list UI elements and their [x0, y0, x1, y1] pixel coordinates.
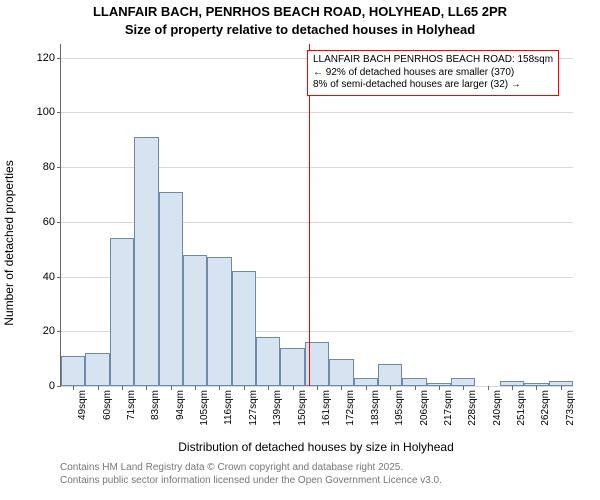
histogram-bar: [378, 364, 402, 386]
plot-area: 02040608010012049sqm60sqm71sqm83sqm94sqm…: [60, 44, 573, 387]
xtick-label: 262sqm: [540, 390, 551, 426]
histogram-bar: [183, 255, 207, 386]
title-line-1: LLANFAIR BACH, PENRHOS BEACH ROAD, HOLYH…: [0, 4, 600, 19]
histogram-bar: [329, 359, 353, 386]
histogram-bar: [159, 192, 183, 386]
xtick-mark: [219, 386, 220, 390]
xtick-label: 172sqm: [345, 390, 356, 426]
histogram-bar: [451, 378, 475, 386]
xtick-label: 49sqm: [77, 390, 88, 420]
xtick-label: 183sqm: [370, 390, 381, 426]
histogram-bar: [256, 337, 280, 386]
ytick-mark: [57, 331, 61, 332]
xtick-mark: [439, 386, 440, 390]
histogram-bar: [354, 378, 378, 386]
xtick-label: 206sqm: [419, 390, 430, 426]
xtick-label: 273sqm: [565, 390, 576, 426]
annotation-line-2: ← 92% of detached houses are smaller (37…: [313, 67, 553, 80]
xtick-mark: [268, 386, 269, 390]
xtick-mark: [146, 386, 147, 390]
histogram-bar: [232, 271, 256, 386]
ytick-mark: [57, 222, 61, 223]
xtick-mark: [195, 386, 196, 390]
annotation-line-1: LLANFAIR BACH PENRHOS BEACH ROAD: 158sqm: [313, 54, 553, 67]
x-axis-label: Distribution of detached houses by size …: [60, 440, 572, 454]
histogram-bar: [402, 378, 426, 386]
ytick-label: 0: [49, 380, 55, 392]
xtick-mark: [390, 386, 391, 390]
xtick-mark: [98, 386, 99, 390]
xtick-mark: [122, 386, 123, 390]
xtick-mark: [415, 386, 416, 390]
y-axis-label: Number of detached properties: [2, 78, 16, 243]
xtick-mark: [317, 386, 318, 390]
histogram-bar: [110, 238, 134, 386]
xtick-mark: [293, 386, 294, 390]
xtick-label: 71sqm: [126, 390, 137, 420]
xtick-label: 60sqm: [102, 390, 113, 420]
annotation-line-3: 8% of semi-detached houses are larger (3…: [313, 79, 553, 92]
ytick-mark: [57, 386, 61, 387]
ytick-mark: [57, 167, 61, 168]
xtick-mark: [171, 386, 172, 390]
histogram-bar: [280, 348, 304, 386]
ytick-label: 40: [43, 271, 55, 283]
xtick-label: 94sqm: [175, 390, 186, 420]
xtick-mark: [488, 386, 489, 390]
ytick-label: 120: [37, 52, 55, 64]
title-line-2: Size of property relative to detached ho…: [0, 22, 600, 37]
ytick-label: 20: [43, 325, 55, 337]
ytick-mark: [57, 58, 61, 59]
xtick-label: 217sqm: [443, 390, 454, 426]
xtick-mark: [536, 386, 537, 390]
footer-line-2: Contains public sector information licen…: [60, 475, 572, 488]
xtick-label: 240sqm: [492, 390, 503, 426]
xtick-label: 116sqm: [223, 390, 234, 425]
histogram-bar: [61, 356, 85, 386]
xtick-label: 139sqm: [272, 390, 283, 426]
xtick-mark: [366, 386, 367, 390]
ytick-mark: [57, 112, 61, 113]
xtick-mark: [244, 386, 245, 390]
ytick-label: 80: [43, 161, 55, 173]
ytick-label: 100: [37, 106, 55, 118]
xtick-mark: [341, 386, 342, 390]
gridline: [61, 112, 573, 113]
xtick-label: 251sqm: [516, 390, 527, 426]
annotation-box: LLANFAIR BACH PENRHOS BEACH ROAD: 158sqm…: [307, 50, 559, 96]
ytick-mark: [57, 277, 61, 278]
xtick-label: 105sqm: [199, 390, 210, 426]
figure: LLANFAIR BACH, PENRHOS BEACH ROAD, HOLYH…: [0, 0, 600, 500]
xtick-label: 150sqm: [297, 390, 308, 426]
xtick-label: 195sqm: [394, 390, 405, 426]
histogram-bar: [207, 257, 231, 386]
xtick-mark: [463, 386, 464, 390]
xtick-label: 228sqm: [467, 390, 478, 426]
ytick-label: 60: [43, 216, 55, 228]
histogram-bar: [134, 137, 158, 386]
histogram-bar: [85, 353, 109, 386]
xtick-mark: [73, 386, 74, 390]
xtick-label: 83sqm: [150, 390, 161, 420]
xtick-label: 161sqm: [321, 390, 332, 426]
xtick-mark: [512, 386, 513, 390]
xtick-label: 127sqm: [248, 390, 259, 426]
xtick-mark: [561, 386, 562, 390]
footer-line-1: Contains HM Land Registry data © Crown c…: [60, 462, 572, 475]
